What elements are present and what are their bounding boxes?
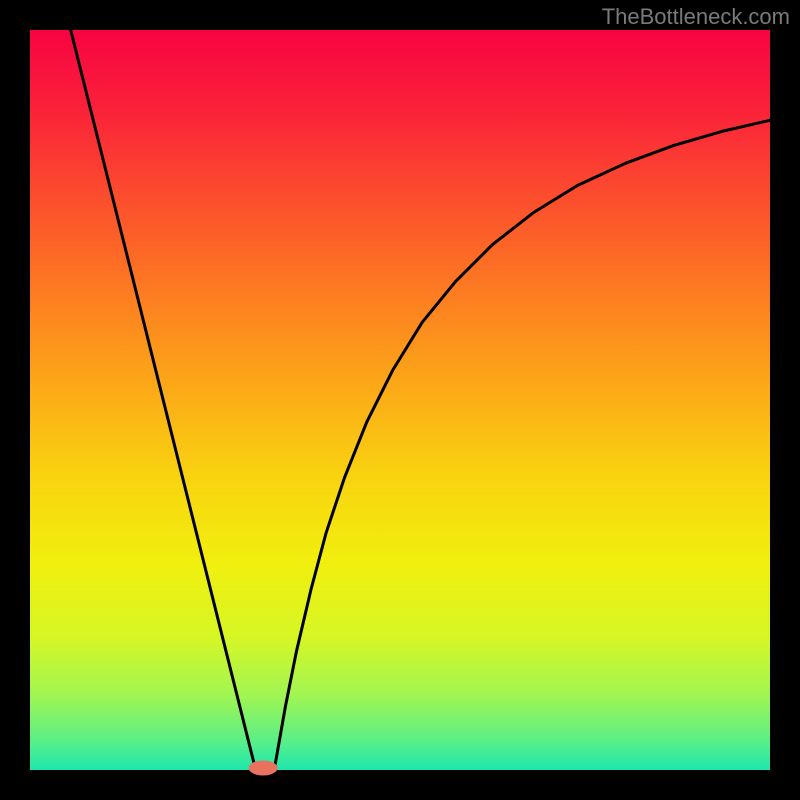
chart-plot-area [30, 30, 770, 770]
bottleneck-chart [0, 0, 800, 800]
bottleneck-marker [249, 761, 277, 775]
watermark-text: TheBottleneck.com [602, 4, 790, 30]
chart-container: TheBottleneck.com [0, 0, 800, 800]
